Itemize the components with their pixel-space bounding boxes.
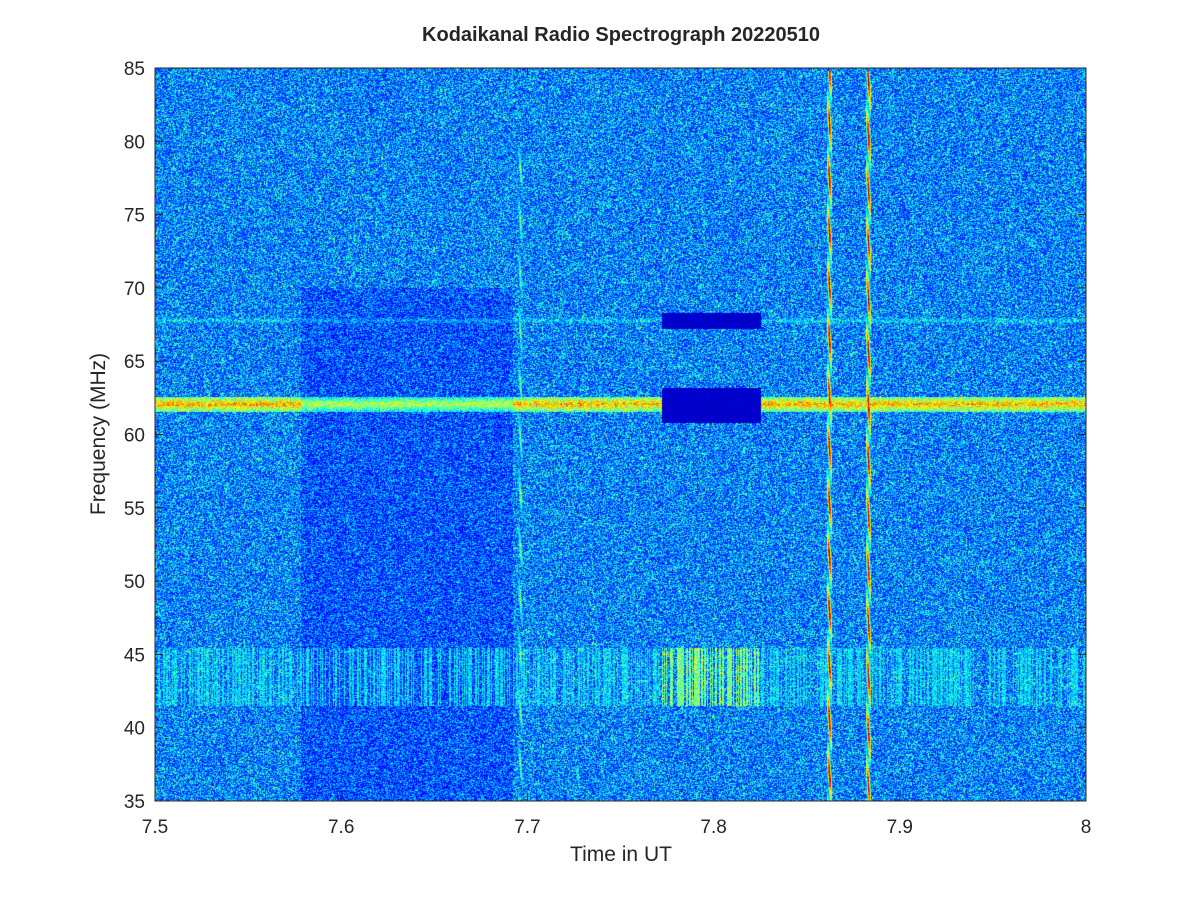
chart-title: Kodaikanal Radio Spectrograph 20220510 [422, 24, 820, 46]
y-tick-label: 75 [124, 206, 145, 227]
y-tick-label: 45 [124, 645, 145, 666]
y-tick-label: 65 [124, 352, 145, 373]
x-tick-label: 8 [1081, 817, 1092, 838]
y-tick-label: 40 [124, 719, 145, 740]
y-tick-label: 35 [124, 792, 145, 813]
y-tick-label: 50 [124, 572, 145, 593]
plot-area [155, 68, 1086, 801]
y-tick-label: 80 [124, 132, 145, 153]
x-tick-label: 7.7 [514, 817, 540, 838]
x-tick-label: 7.6 [328, 817, 354, 838]
x-tick-label: 7.9 [887, 817, 913, 838]
x-tick-label: 7.5 [142, 817, 168, 838]
y-tick-label: 70 [124, 279, 145, 300]
y-axis-label: Frequency (MHz) [87, 353, 110, 515]
x-axis: 7.5 7.6 7.7 7.8 7.9 8 [142, 68, 1092, 838]
x-tick-label: 7.8 [700, 817, 726, 838]
y-tick-label: 55 [124, 499, 145, 520]
x-axis-label: Time in UT [570, 843, 672, 866]
spectrogram-heatmap [155, 68, 1086, 801]
y-axis: 35 40 45 50 55 60 65 70 75 80 85 [124, 59, 1086, 813]
y-tick-label: 85 [124, 59, 145, 80]
y-tick-label: 60 [124, 426, 145, 447]
